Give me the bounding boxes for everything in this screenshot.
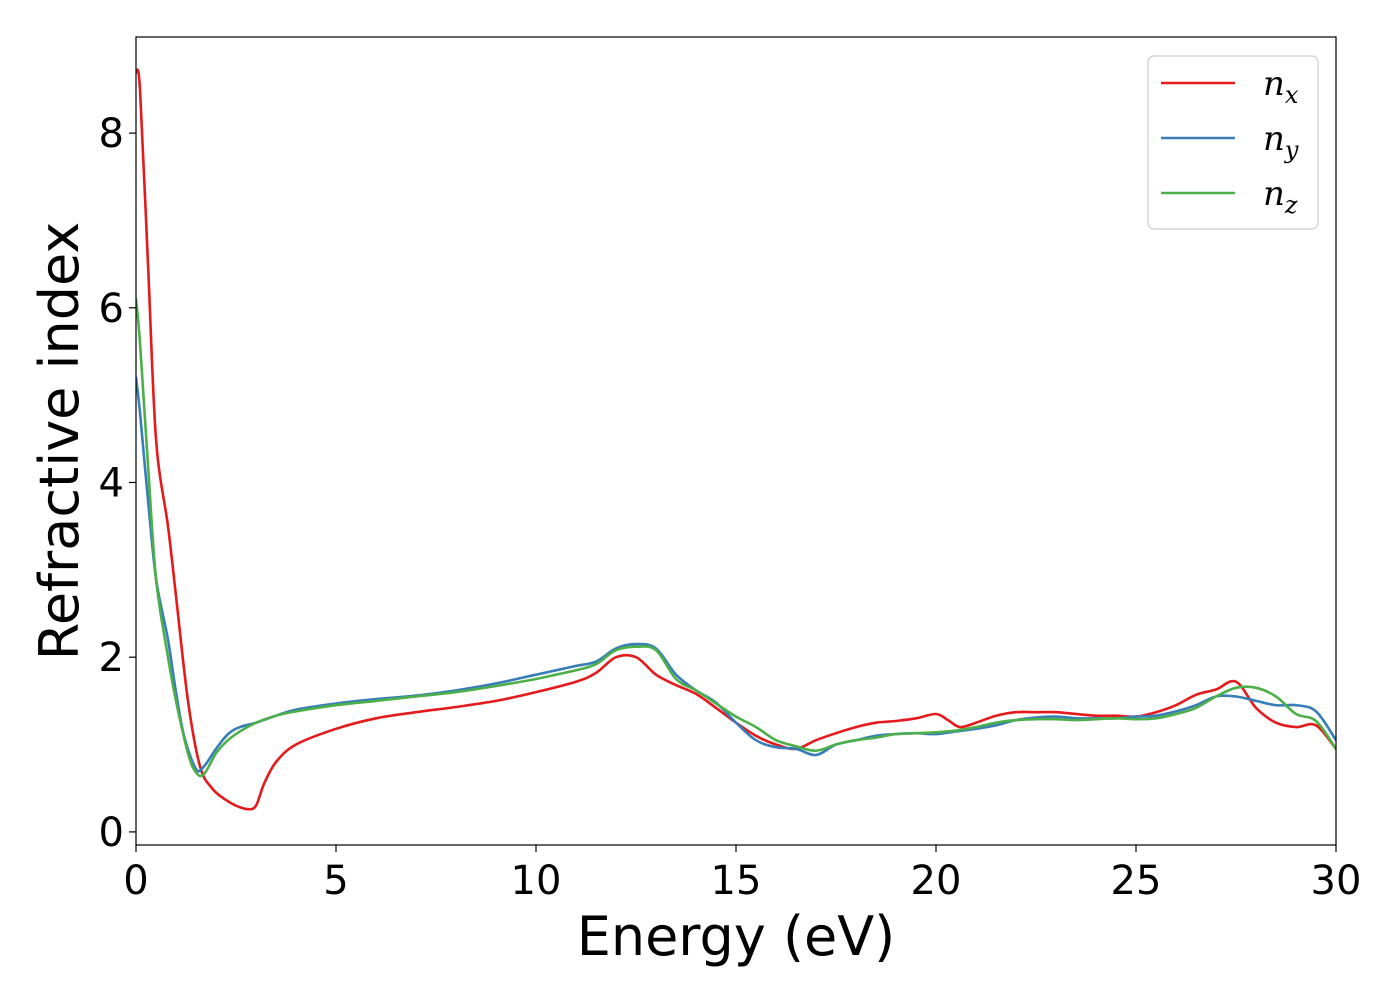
legend-label-nz: nz [1263,174,1298,219]
legend-label-nx: nx [1263,64,1299,109]
legend-label-ny: ny [1263,119,1299,164]
legend-label-subscript: y [1284,136,1299,164]
x-axis-label: Energy (eV) [577,905,896,968]
legend-box [1147,55,1319,230]
y-axis-label: Refractive index [28,222,91,661]
x-tick-label: 15 [711,858,762,904]
legend-label-base: n [1263,119,1285,159]
y-tick-label: 4 [99,460,124,506]
x-tick-label: 25 [1111,858,1162,904]
legend-label-subscript: z [1284,191,1298,219]
x-axis: 0 5 10 15 20 25 30 [123,845,1361,904]
legend-label-base: n [1263,64,1285,104]
x-tick-label: 0 [123,858,148,904]
y-axis: 0 2 4 6 8 [99,111,136,856]
series-line-nz [136,297,1336,778]
y-tick-label: 8 [99,111,124,157]
series-line-ny [136,376,1336,773]
x-tick-label: 10 [511,858,562,904]
x-tick-label: 20 [911,858,962,904]
legend-label-base: n [1263,174,1285,214]
x-tick-label: 5 [323,858,348,904]
y-tick-label: 0 [99,810,124,856]
y-tick-label: 2 [99,635,124,681]
x-tick-label: 30 [1311,858,1362,904]
y-tick-label: 6 [99,286,124,332]
legend-label-subscript: x [1285,81,1299,109]
plot-lines [136,68,1336,811]
